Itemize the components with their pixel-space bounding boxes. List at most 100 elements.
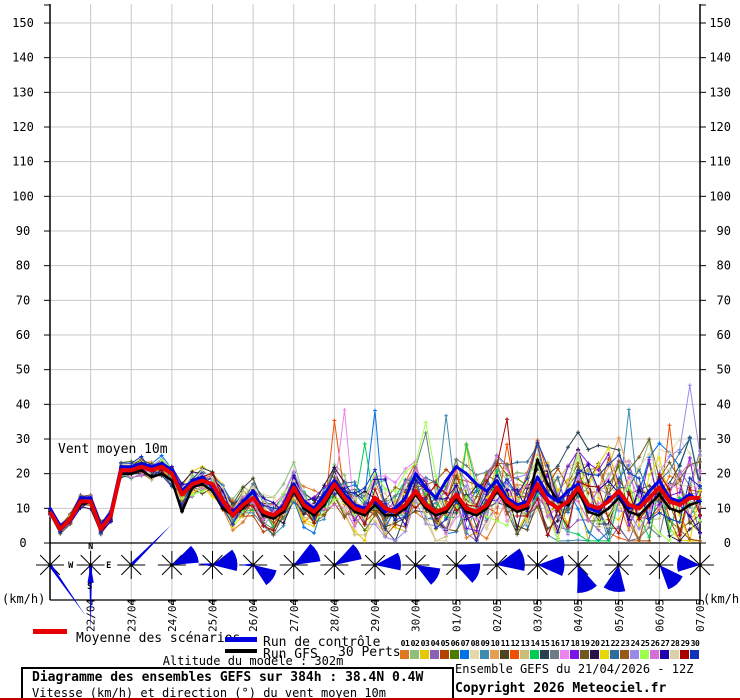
pert-number-26: 26 (650, 639, 660, 648)
svg-text:E: E (106, 561, 111, 571)
svg-text:27/04: 27/04 (288, 599, 301, 632)
pert-number-22: 22 (610, 639, 620, 648)
pert-color-21 (600, 650, 609, 659)
svg-text:10: 10 (16, 501, 30, 515)
wind-direction-roses: N W E S (36, 523, 714, 631)
pert-color-17 (560, 650, 569, 659)
pert-color-29 (680, 650, 689, 659)
svg-text:120: 120 (12, 120, 34, 134)
pert-number-06: 06 (450, 639, 460, 648)
pert-color-25 (640, 650, 649, 659)
pert-number-09: 09 (480, 639, 490, 648)
y-axis-unit-left: (km/h) (2, 592, 46, 606)
perturbation-color-squares (400, 650, 700, 659)
pert-number-14: 14 (530, 639, 540, 648)
svg-text:130: 130 (12, 85, 34, 99)
chart-annotation: Vent moyen 10m (58, 442, 168, 457)
y-axis-unit-right: (km/h) (703, 592, 740, 606)
pert-color-09 (480, 650, 489, 659)
svg-text:Vent moyen 10m: Vent moyen 10m (58, 442, 168, 457)
svg-text:24/04: 24/04 (166, 599, 179, 632)
svg-text:80: 80 (16, 259, 30, 273)
legend-control-label: Run de contrôle (263, 635, 381, 650)
legend-control-swatch (225, 637, 257, 642)
pert-number-21: 21 (600, 639, 610, 648)
pert-color-05 (440, 650, 449, 659)
svg-text:28/04: 28/04 (328, 599, 341, 632)
svg-text:80: 80 (717, 259, 731, 273)
svg-text:40: 40 (16, 397, 30, 411)
svg-text:40: 40 (717, 397, 731, 411)
pert-color-08 (470, 650, 479, 659)
pert-number-20: 20 (590, 639, 600, 648)
pert-color-18 (570, 650, 579, 659)
svg-text:100: 100 (709, 189, 731, 203)
svg-text:29/04: 29/04 (369, 599, 382, 632)
svg-text:130: 130 (709, 85, 731, 99)
pert-color-04 (430, 650, 439, 659)
pert-number-01: 01 (400, 639, 410, 648)
pert-number-29: 29 (680, 639, 690, 648)
svg-text:07/05: 07/05 (694, 599, 707, 632)
chart-title-box: Diagramme des ensembles GEFS sur 384h : … (21, 667, 454, 700)
legend-gfs-swatch (225, 649, 257, 653)
pert-number-04: 04 (430, 639, 440, 648)
y-axis-labels: 0 0 10 10 20 20 30 30 40 40 50 50 60 60 70 70 80 80 90 90 10… (12, 16, 731, 550)
pert-color-12 (510, 650, 519, 659)
bottom-red-divider (0, 698, 740, 700)
pert-color-28 (670, 650, 679, 659)
legend-mean-label: Moyenne des scénarios (76, 631, 241, 646)
svg-text:90: 90 (717, 224, 731, 238)
model-altitude: Altitude du modele : 302m (162, 654, 344, 668)
svg-text:02/05: 02/05 (491, 599, 504, 632)
mean-line (48, 464, 700, 532)
pert-color-15 (540, 650, 549, 659)
legend-gfs-label: Run GFS (263, 647, 318, 662)
copyright: Copyright 2026 Meteociel.fr (455, 681, 667, 696)
svg-text:60: 60 (16, 328, 30, 342)
pert-color-19 (580, 650, 589, 659)
pert-number-03: 03 (420, 639, 430, 648)
chart-title: Diagramme des ensembles GEFS sur 384h : … (32, 670, 424, 685)
pert-number-19: 19 (580, 639, 590, 648)
svg-text:30/04: 30/04 (410, 599, 423, 632)
svg-text:0: 0 (19, 536, 26, 550)
pert-number-28: 28 (670, 639, 680, 648)
legend-mean-swatch (33, 629, 67, 634)
svg-text:50: 50 (16, 363, 30, 377)
pert-number-27: 27 (660, 639, 670, 648)
pert-color-10 (490, 650, 499, 659)
svg-text:120: 120 (709, 120, 731, 134)
svg-text:W: W (68, 561, 74, 571)
svg-text:23/04: 23/04 (125, 599, 138, 632)
pert-color-26 (650, 650, 659, 659)
svg-text:N: N (88, 542, 93, 552)
pert-number-08: 08 (470, 639, 480, 648)
pert-color-02 (410, 650, 419, 659)
svg-text:150: 150 (12, 16, 34, 30)
svg-text:25/04: 25/04 (207, 599, 220, 632)
svg-text:20: 20 (16, 467, 30, 481)
svg-text:90: 90 (16, 224, 30, 238)
svg-text:110: 110 (709, 155, 731, 169)
pert-color-23 (620, 650, 629, 659)
svg-text:20: 20 (717, 467, 731, 481)
perturbation-numbers: 0102030405060708091011121314151617181920… (400, 639, 702, 658)
svg-text:01/05: 01/05 (450, 599, 463, 632)
svg-text:04/05: 04/05 (572, 599, 585, 632)
pert-color-13 (520, 650, 529, 659)
pert-number-10: 10 (490, 639, 500, 648)
svg-text:110: 110 (12, 155, 34, 169)
pert-number-11: 11 (500, 639, 510, 648)
pert-number-16: 16 (550, 639, 560, 648)
pert-color-20 (590, 650, 599, 659)
svg-text:140: 140 (12, 51, 34, 65)
pert-color-30 (690, 650, 699, 659)
svg-text:22/04: 22/04 (85, 599, 98, 632)
svg-text:100: 100 (12, 189, 34, 203)
pert-color-27 (660, 650, 669, 659)
pert-color-03 (420, 650, 429, 659)
pert-number-24: 24 (630, 639, 640, 648)
date-labels: 22/04 23/04 24/04 25/04 26/04 27/04 28/04 29/04… (85, 599, 707, 632)
pert-color-11 (500, 650, 509, 659)
